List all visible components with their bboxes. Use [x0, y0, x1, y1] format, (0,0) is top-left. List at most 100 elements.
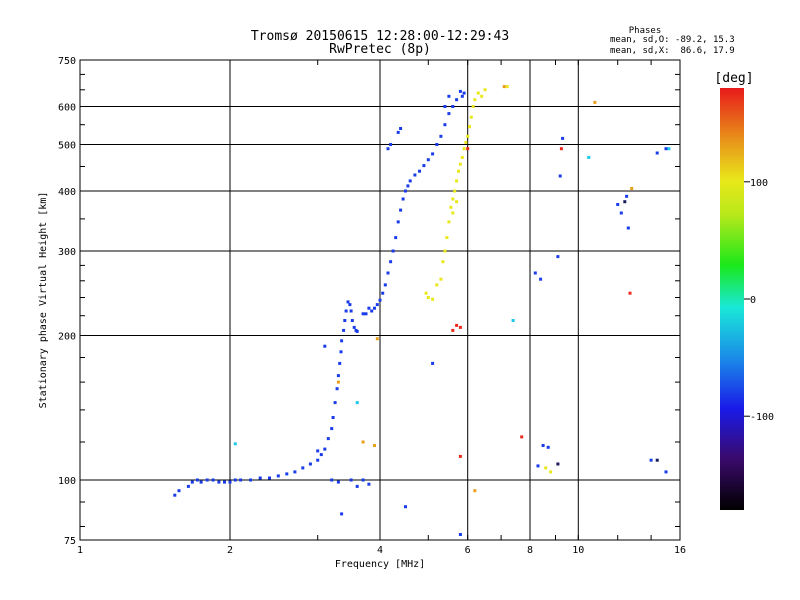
y-tick-label: 600 — [58, 103, 76, 114]
y-tick-label: 300 — [58, 247, 76, 258]
o-mode-point — [355, 329, 359, 333]
o-mode-point — [340, 339, 344, 343]
colorbar-ticks: 100 0 -100 — [744, 178, 774, 423]
o-mode-point — [458, 533, 462, 536]
o-mode-point — [326, 437, 330, 441]
x-tick-label: 2 — [227, 545, 233, 556]
data-point — [355, 401, 359, 405]
y-tick-label: 500 — [58, 141, 76, 152]
colorbar-label: [deg] — [714, 71, 753, 86]
x-tick-label: 8 — [527, 545, 533, 556]
grid-layer — [80, 60, 680, 540]
o-mode-point — [386, 271, 390, 275]
o-mode-point — [217, 480, 221, 484]
o-mode-point — [404, 189, 407, 193]
o-mode-point — [626, 226, 630, 230]
o-mode-point — [389, 143, 393, 146]
o-mode-point — [408, 179, 412, 183]
colorbar-tick-label: 100 — [750, 178, 768, 189]
x-mode-point — [468, 125, 471, 129]
o-mode-point — [664, 470, 668, 474]
o-mode-point — [462, 91, 466, 95]
o-mode-point — [664, 147, 668, 151]
x-tick-label: 6 — [465, 545, 471, 556]
data-point — [630, 187, 634, 190]
o-mode-point — [616, 203, 620, 206]
o-mode-point — [330, 478, 334, 482]
o-mode-point — [364, 312, 368, 316]
o-mode-point — [406, 184, 410, 188]
phases-annotation-title: Phases — [629, 26, 662, 36]
o-mode-point — [186, 484, 190, 488]
data-point — [375, 337, 379, 341]
o-mode-point — [431, 152, 435, 156]
x-mode-point — [451, 211, 455, 215]
x-tick-label: 16 — [674, 545, 686, 556]
x-mode-point — [483, 88, 487, 92]
o-mode-point — [195, 478, 199, 482]
o-mode-point — [404, 505, 407, 509]
data-point — [455, 323, 459, 327]
o-mode-point — [361, 312, 365, 316]
o-mode-point — [228, 480, 232, 484]
data-point — [458, 325, 462, 329]
o-mode-point — [561, 136, 565, 140]
o-mode-point — [422, 164, 426, 168]
o-mode-point — [435, 143, 439, 146]
o-mode-point — [361, 478, 365, 482]
o-mode-point — [316, 458, 320, 462]
data-point — [556, 462, 560, 466]
o-mode-point — [451, 105, 455, 108]
data-point — [502, 85, 506, 89]
o-mode-point — [199, 480, 203, 484]
o-mode-point — [418, 169, 421, 173]
o-mode-point — [301, 466, 305, 470]
x-mode-point — [451, 197, 455, 201]
o-mode-point — [625, 194, 629, 198]
o-mode-point — [344, 309, 348, 313]
data-point — [655, 458, 659, 462]
data-points — [173, 85, 671, 536]
o-mode-point — [258, 476, 262, 480]
x-mode-point — [455, 200, 459, 204]
o-mode-point — [285, 472, 289, 476]
o-mode-point — [378, 298, 382, 302]
o-mode-point — [349, 478, 353, 482]
o-mode-point — [426, 158, 430, 162]
o-mode-point — [343, 319, 347, 322]
x-mode-point — [435, 283, 439, 287]
o-mode-point — [346, 300, 350, 304]
o-mode-point — [268, 476, 271, 480]
y-axis-label: Stationary phase Virtual Height [km] — [38, 192, 49, 409]
o-mode-point — [239, 478, 243, 482]
o-mode-point — [331, 416, 335, 419]
o-mode-point — [447, 112, 451, 116]
o-mode-point — [443, 123, 447, 127]
o-mode-point — [541, 444, 545, 447]
x-mode-point — [480, 94, 484, 98]
x-mode-point — [464, 140, 468, 144]
y-tick-label: 750 — [58, 56, 76, 67]
data-point — [520, 435, 524, 439]
o-mode-point — [330, 427, 334, 431]
x-tick-label: 10 — [572, 545, 584, 556]
o-mode-point — [396, 220, 400, 224]
o-mode-point — [373, 306, 376, 310]
tick-layer: 1 2 4 6 8 10 16 75 100 200 300 400 500 600 750 — [58, 56, 686, 556]
x-mode-point — [469, 115, 473, 119]
x-mode-point — [457, 169, 460, 173]
o-mode-point — [394, 236, 398, 240]
x-mode-point — [424, 291, 428, 295]
o-mode-point — [533, 271, 537, 275]
o-mode-point — [401, 197, 405, 201]
x-mode-point — [473, 98, 477, 102]
o-mode-point — [249, 478, 253, 482]
data-point — [233, 442, 237, 446]
o-mode-point — [319, 453, 323, 457]
o-mode-point — [348, 303, 352, 307]
x-mode-point — [449, 205, 453, 209]
y-tick-label: 75 — [64, 536, 76, 547]
o-mode-point — [223, 480, 226, 484]
x-mode-point — [505, 85, 509, 89]
